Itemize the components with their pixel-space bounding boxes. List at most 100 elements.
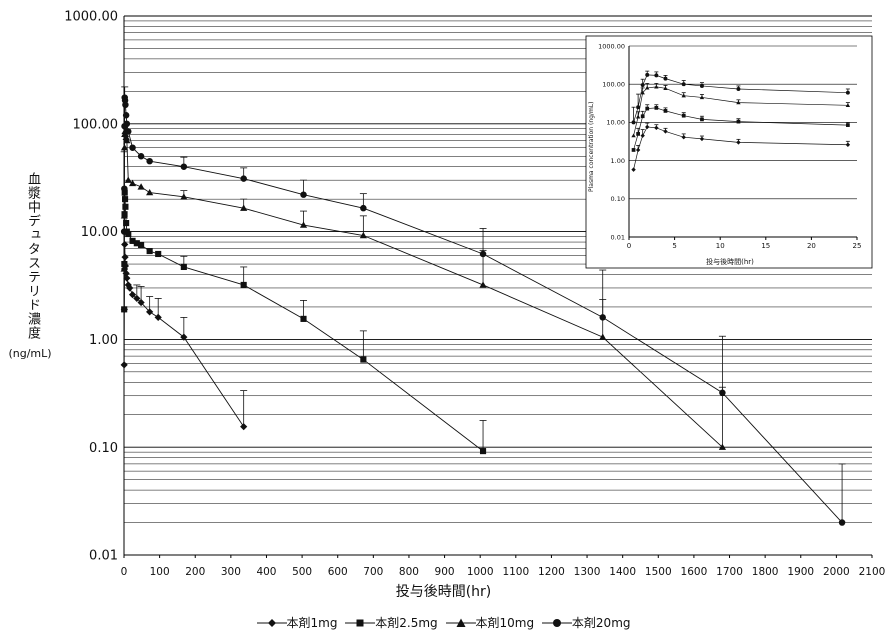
- data-point: [663, 86, 668, 90]
- data-point: [645, 124, 650, 130]
- y-tick-label: 1000.00: [64, 10, 118, 25]
- data-point: [125, 230, 132, 238]
- data-point: [240, 175, 247, 182]
- data-point: [719, 389, 726, 396]
- data-point: [479, 250, 487, 258]
- y-tick-label: 0.10: [611, 195, 625, 203]
- x-tick-label: 700: [363, 566, 383, 578]
- data-point: [479, 448, 487, 455]
- x-tick-label: 300: [221, 566, 241, 578]
- data-point: [718, 443, 726, 450]
- data-point: [838, 519, 846, 526]
- data-point: [681, 134, 686, 140]
- x-tick-label: 500: [292, 566, 312, 578]
- data-point: [845, 90, 850, 95]
- y-tick-label: 1.00: [89, 333, 118, 348]
- inset-y-axis-label: Plasma concentration (ng/mL): [588, 101, 595, 193]
- data-point: [180, 163, 188, 170]
- data-point: [700, 117, 704, 122]
- data-point: [654, 106, 659, 110]
- series-line: [633, 74, 848, 123]
- legend-item: 本剤2.5mg: [345, 614, 438, 631]
- y-axis-title: 血漿中デュタステリド濃度: [25, 172, 40, 340]
- x-tick-label: 800: [399, 566, 419, 578]
- data-point: [124, 176, 132, 183]
- data-point: [123, 136, 131, 144]
- legend: 本剤1mg 本剤2.5mg 本剤10mg 本剤20mg: [0, 614, 887, 631]
- data-point: [681, 82, 686, 87]
- legend-item: 本剤20mg: [541, 614, 631, 631]
- x-tick-label: 1200: [538, 566, 565, 578]
- data-point: [663, 109, 668, 113]
- data-point: [300, 315, 307, 322]
- series-line: [633, 86, 848, 136]
- data-point: [681, 93, 686, 98]
- data-point: [120, 361, 128, 369]
- x-tick-label: 100: [150, 566, 170, 578]
- data-point: [120, 228, 128, 235]
- legend-label: 本剤20mg: [571, 616, 631, 630]
- data-point: [122, 101, 129, 109]
- inset-chart: 0.01 0.10 1.00 10.00 100.00 1000.00 0 5 10 15 20 2…: [585, 35, 873, 269]
- data-point: [636, 105, 641, 110]
- legend-swatch-triangle: [445, 618, 476, 627]
- x-tick-label: 1500: [645, 566, 672, 578]
- data-point: [645, 85, 650, 90]
- x-tick-label: 1900: [787, 566, 814, 578]
- inset-grid: [628, 45, 857, 238]
- data-point: [154, 313, 162, 321]
- x-tick-label: 1100: [502, 566, 529, 578]
- legend-item: 本剤10mg: [445, 614, 534, 631]
- y-axis-label: 血漿中デュタステリド濃度 (ng/mL): [8, 172, 54, 362]
- x-tick-label: 10: [716, 242, 725, 250]
- x-tick-label: 2000: [823, 566, 850, 578]
- x-tick-label: 1300: [574, 566, 601, 578]
- inset-x-axis-label: 投与後時間(hr): [706, 258, 754, 266]
- data-point: [240, 204, 248, 211]
- x-tick-label: 2100: [859, 566, 886, 578]
- series-square: [121, 189, 487, 455]
- y-tick-label: 10.00: [606, 119, 625, 127]
- data-point: [121, 185, 128, 192]
- data-point: [123, 274, 131, 282]
- series-circle: [631, 70, 850, 125]
- x-tick-label: 1700: [716, 566, 743, 578]
- data-point: [736, 100, 741, 105]
- data-point: [146, 247, 153, 255]
- data-point: [631, 120, 636, 125]
- data-point: [121, 306, 128, 313]
- data-point: [636, 132, 640, 136]
- data-point: [663, 129, 668, 134]
- data-point: [138, 242, 145, 249]
- inset-x-ticks: 0 5 10 15 20 25: [627, 237, 861, 250]
- data-point: [128, 291, 137, 299]
- data-point: [120, 265, 128, 272]
- data-point: [699, 95, 705, 100]
- data-point: [146, 157, 153, 165]
- data-point: [599, 314, 606, 321]
- data-point: [654, 125, 659, 131]
- data-point: [654, 73, 659, 78]
- data-point: [121, 253, 129, 261]
- data-point: [736, 119, 741, 124]
- data-point: [640, 133, 645, 138]
- data-point: [155, 250, 162, 258]
- y-tick-label: 100.00: [73, 117, 119, 132]
- y-tick-label: 1.00: [611, 157, 625, 165]
- x-tick-label: 1400: [609, 566, 636, 578]
- legend-swatch-diamond: [256, 618, 287, 627]
- data-point: [300, 191, 307, 198]
- data-point: [845, 103, 851, 107]
- x-tick-label: 0: [121, 566, 128, 578]
- data-point: [681, 113, 686, 118]
- data-point: [133, 240, 140, 247]
- data-point: [654, 84, 659, 89]
- data-point: [640, 83, 645, 88]
- data-point: [645, 106, 650, 111]
- data-point: [360, 356, 367, 363]
- data-point: [137, 298, 145, 307]
- x-tick-label: 1000: [467, 566, 494, 578]
- main-x-ticks: 0 100 200 300 400 500 600 700 800 900 1000 1100 1200…: [121, 555, 886, 578]
- data-point: [635, 147, 641, 153]
